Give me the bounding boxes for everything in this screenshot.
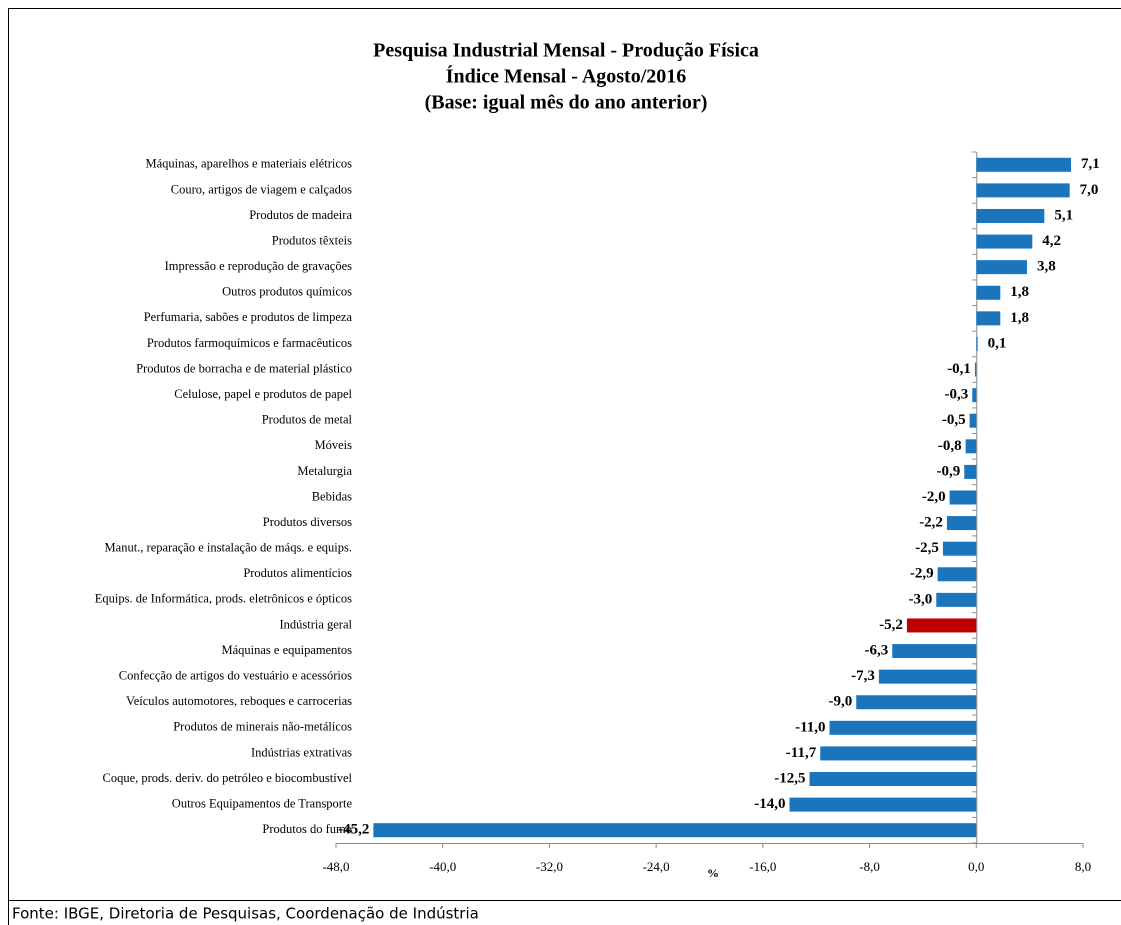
value-label: -6,3 xyxy=(864,642,888,658)
category-label: Produtos de metal xyxy=(262,413,353,427)
bar xyxy=(906,618,977,633)
x-axis-label: % xyxy=(707,866,719,880)
bar xyxy=(892,644,977,659)
category-label: Produtos farmoquímicos e farmacêuticos xyxy=(147,336,352,350)
value-label: -0,5 xyxy=(942,412,966,428)
bar xyxy=(820,746,977,761)
bar xyxy=(809,772,977,787)
bar xyxy=(937,567,977,582)
chart-title: (Base: igual mês do ano anterior) xyxy=(425,92,708,114)
category-label: Indústria geral xyxy=(279,617,352,631)
category-label: Indústrias extrativas xyxy=(251,745,352,759)
bar xyxy=(856,695,977,710)
category-label: Produtos do fumo xyxy=(262,822,352,836)
value-label: -2,0 xyxy=(922,489,946,505)
x-tick-label: -40,0 xyxy=(429,859,456,874)
value-label: -3,0 xyxy=(909,591,933,607)
bar xyxy=(976,285,1001,300)
value-label: -12,5 xyxy=(774,770,805,786)
bar xyxy=(942,541,977,556)
x-tick-label: 8,0 xyxy=(1075,859,1091,874)
value-label: -2,2 xyxy=(919,515,943,531)
value-label: -14,0 xyxy=(754,796,785,812)
bar xyxy=(976,208,1045,223)
bar xyxy=(976,234,1033,249)
bar xyxy=(936,592,977,607)
bar xyxy=(976,311,1001,326)
value-label: 3,8 xyxy=(1037,259,1056,275)
bar xyxy=(946,516,977,531)
category-label: Manut., reparação e instalação de máqs. … xyxy=(105,541,352,555)
category-label: Bebidas xyxy=(312,489,352,503)
bar xyxy=(972,388,977,403)
value-label: -0,3 xyxy=(945,387,969,403)
bar xyxy=(789,797,977,812)
x-tick-label: -24,0 xyxy=(643,859,670,874)
bar xyxy=(964,464,977,479)
value-label: -45,2 xyxy=(338,822,369,838)
value-label: -5,2 xyxy=(879,617,903,633)
value-label: 4,2 xyxy=(1042,233,1061,249)
value-label: -11,7 xyxy=(786,745,817,761)
value-label: -9,0 xyxy=(828,694,852,710)
category-label: Produtos diversos xyxy=(263,515,352,529)
category-label: Outros Equipamentos de Transporte xyxy=(172,796,353,810)
bar xyxy=(976,336,978,351)
value-label: -0,9 xyxy=(937,463,961,479)
value-label: 1,8 xyxy=(1010,284,1029,300)
x-tick-label: -32,0 xyxy=(536,859,563,874)
value-label: -2,5 xyxy=(915,540,939,556)
bar xyxy=(976,183,1070,198)
value-label: 0,1 xyxy=(988,335,1007,351)
value-label: -11,0 xyxy=(795,719,825,735)
x-tick-label: 0,0 xyxy=(968,859,984,874)
value-label: -0,8 xyxy=(938,438,962,454)
bar xyxy=(373,823,977,838)
value-label: 7,0 xyxy=(1080,182,1099,198)
value-label: -2,9 xyxy=(910,566,934,582)
category-label: Produtos alimentícios xyxy=(243,566,352,580)
category-label: Celulose, papel e produtos de papel xyxy=(174,387,352,401)
category-label: Produtos de borracha e de material plást… xyxy=(136,361,352,375)
chart-title: Pesquisa Industrial Mensal - Produção Fí… xyxy=(373,40,759,62)
category-label: Outros produtos químicos xyxy=(222,285,352,299)
bar xyxy=(965,439,977,454)
bar xyxy=(976,260,1027,275)
x-tick-label: -48,0 xyxy=(322,859,349,874)
category-label: Produtos de madeira xyxy=(249,208,352,222)
value-label: -7,3 xyxy=(851,668,875,684)
category-label: Coque, prods. deriv. do petróleo e bioco… xyxy=(103,771,353,785)
source-note: Fonte: IBGE, Diretoria de Pesquisas, Coo… xyxy=(12,905,479,923)
category-label: Veículos automotores, reboques e carroce… xyxy=(126,694,352,708)
category-label: Confecção de artigos do vestuário e aces… xyxy=(119,669,352,683)
value-label: -0,1 xyxy=(947,361,971,377)
value-label: 7,1 xyxy=(1081,156,1100,172)
x-tick-label: -16,0 xyxy=(749,859,776,874)
bar xyxy=(969,413,977,428)
category-label: Metalurgia xyxy=(297,464,352,478)
bar xyxy=(878,669,977,684)
category-label: Móveis xyxy=(315,438,353,452)
bar xyxy=(976,157,1071,172)
bar xyxy=(949,490,977,505)
category-label: Máquinas, aparelhos e materiais elétrico… xyxy=(145,157,352,171)
value-label: 5,1 xyxy=(1054,207,1073,223)
category-label: Perfumaria, sabões e produtos de limpeza xyxy=(144,310,353,324)
category-label: Produtos têxteis xyxy=(272,233,352,247)
category-label: Equips. de Informática, prods. eletrônic… xyxy=(95,592,352,606)
bar xyxy=(829,720,977,735)
category-label: Produtos de minerais não-metálicos xyxy=(173,720,352,734)
category-label: Máquinas e equipamentos xyxy=(221,643,352,657)
category-label: Impressão e reprodução de gravações xyxy=(165,259,353,273)
x-tick-label: -8,0 xyxy=(859,859,880,874)
value-label: 1,8 xyxy=(1010,310,1029,326)
bar xyxy=(974,362,977,377)
chart-title: Índice Mensal - Agosto/2016 xyxy=(446,65,687,88)
category-label: Couro, artigos de viagem e calçados xyxy=(171,182,352,196)
